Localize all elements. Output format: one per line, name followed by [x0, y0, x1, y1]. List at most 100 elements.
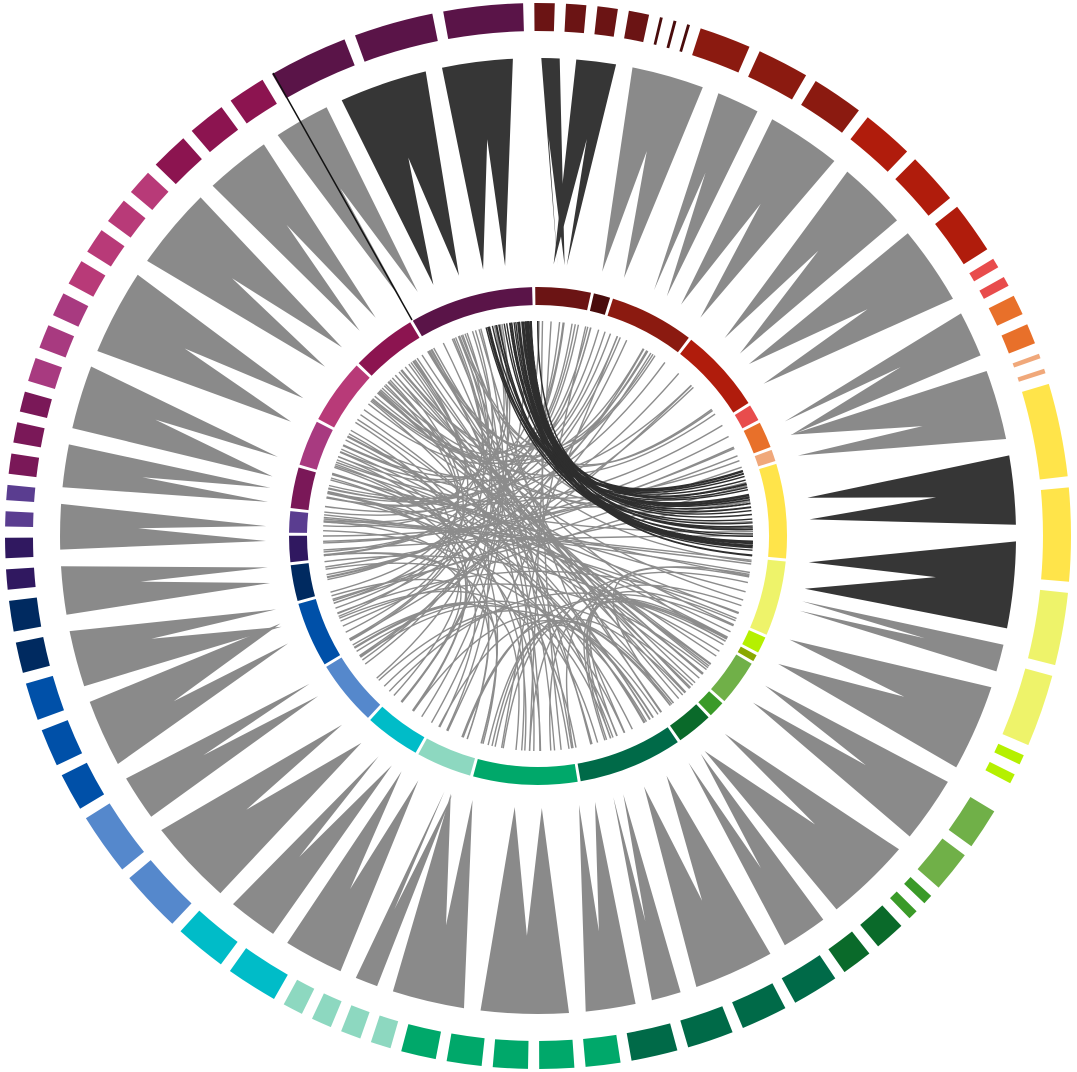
- ribbon: [62, 444, 271, 502]
- outer-segment: [272, 39, 355, 99]
- inner-segment: [318, 365, 370, 428]
- ribbon: [392, 793, 473, 1009]
- link: [462, 598, 728, 738]
- outer-segment: [68, 261, 106, 297]
- outer-segment: [443, 3, 524, 39]
- outer-segment: [25, 675, 64, 720]
- inner-segment: [607, 298, 689, 353]
- link: [487, 326, 749, 501]
- link: [324, 555, 720, 652]
- link: [337, 570, 740, 614]
- inner-segment: [670, 704, 709, 741]
- outer-segment: [1017, 368, 1046, 382]
- outer-segment: [41, 720, 83, 766]
- link: [330, 379, 459, 593]
- inner-segment: [742, 630, 766, 653]
- link: [326, 350, 648, 579]
- outer-segment: [850, 117, 908, 172]
- inner-segment: [698, 691, 723, 716]
- ribbon: [341, 71, 459, 285]
- outer-segment: [129, 860, 192, 924]
- outer-segment: [594, 6, 618, 37]
- ribbon: [613, 794, 681, 1001]
- inner-segment: [290, 563, 315, 601]
- ribbon: [233, 756, 392, 934]
- ribbon: [778, 639, 992, 768]
- link: [585, 566, 750, 741]
- outer-segment: [860, 905, 902, 947]
- ribbon: [579, 802, 636, 1012]
- inner-ring: [288, 286, 788, 785]
- ribbon: [790, 371, 1007, 456]
- outer-segment: [1028, 589, 1068, 666]
- link: [348, 374, 464, 640]
- outer-segment: [155, 138, 202, 185]
- link: [354, 603, 520, 750]
- outer-segment: [355, 13, 438, 62]
- outer-segment: [895, 159, 951, 216]
- inner-segment: [535, 286, 591, 311]
- outer-segment: [985, 761, 1015, 784]
- outer-segment: [626, 1023, 678, 1061]
- link: [383, 604, 694, 687]
- outer-segment: [935, 206, 988, 265]
- inner-segment: [743, 422, 771, 454]
- link: [330, 479, 731, 633]
- link: [565, 584, 742, 749]
- link: [332, 472, 633, 730]
- outer-segment: [748, 51, 807, 100]
- ribbon: [97, 274, 304, 422]
- outer-segment: [15, 637, 50, 673]
- outer-segment: [13, 422, 45, 448]
- outer-segment: [492, 1039, 529, 1069]
- inner-segment: [358, 322, 420, 376]
- link: [447, 335, 618, 732]
- outer-segment: [534, 2, 555, 32]
- outer-segment: [312, 993, 342, 1028]
- ribbon: [681, 119, 835, 318]
- link: [381, 387, 712, 665]
- link: [323, 324, 580, 553]
- link: [404, 366, 704, 675]
- link: [338, 359, 469, 618]
- link: [495, 324, 753, 522]
- link: [342, 485, 748, 627]
- link: [416, 357, 663, 713]
- link: [412, 614, 673, 712]
- ribbon: [212, 144, 376, 331]
- ribbon-layer: [60, 58, 1016, 1014]
- outer-segment: [19, 391, 52, 418]
- outer-segment: [904, 877, 932, 904]
- link: [442, 342, 541, 752]
- link: [438, 620, 659, 728]
- outer-segment: [680, 1006, 733, 1048]
- outer-segment: [948, 797, 995, 847]
- ribbon: [277, 107, 418, 301]
- ribbon: [704, 733, 899, 910]
- pointer-line: [272, 72, 413, 321]
- link: [323, 337, 484, 528]
- link: [387, 381, 710, 667]
- link: [372, 355, 656, 465]
- ribbon: [748, 233, 953, 384]
- outer-segment: [679, 24, 690, 52]
- link: [341, 448, 704, 674]
- inner-segment: [737, 646, 757, 662]
- ribbon: [147, 197, 342, 367]
- inner-segment: [289, 511, 309, 533]
- link: [346, 384, 692, 482]
- link: [421, 330, 500, 718]
- link: [421, 354, 726, 642]
- outer-segment: [8, 453, 40, 478]
- outer-segment: [732, 983, 786, 1028]
- outer-segment: [692, 28, 750, 73]
- inner-segment: [326, 657, 381, 718]
- link: [511, 322, 753, 548]
- inner-segment: [589, 293, 611, 315]
- outer-segment: [9, 597, 42, 632]
- outer-segment: [370, 1015, 399, 1049]
- ribbon: [72, 366, 278, 477]
- outer-segment: [130, 172, 169, 210]
- link: [330, 477, 467, 712]
